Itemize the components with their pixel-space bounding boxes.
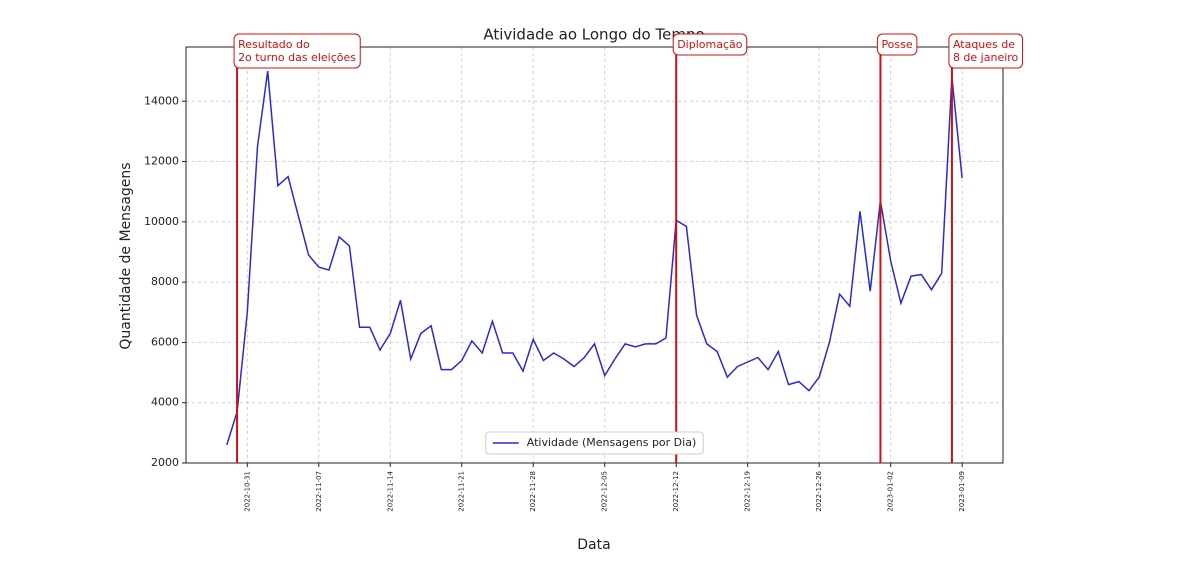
annotation-text-line: 2o turno das eleições	[238, 51, 356, 64]
annotation-text-line: Posse	[881, 38, 912, 51]
x-tick-label: 2022-12-19	[744, 471, 752, 512]
x-tick-label: 2022-12-05	[601, 471, 609, 512]
annotation-label: Diplomação	[672, 33, 748, 56]
x-tick-label: 2023-01-02	[887, 471, 895, 512]
annotation-label: Posse	[876, 33, 918, 56]
data-line	[226, 70, 963, 446]
annotation-box	[233, 33, 361, 69]
annotation-text: Posse	[881, 38, 912, 51]
annotation-text-line: Diplomação	[677, 38, 743, 51]
x-tick-label: 2022-10-31	[243, 471, 251, 512]
annotation-text: Resultado do 2o turno das eleições	[238, 38, 356, 64]
x-axis-label: Data	[577, 537, 610, 553]
x-tick-label: 2022-11-14	[386, 470, 394, 511]
y-tick-label: 12000	[144, 155, 179, 168]
annotation-text-line: Resultado do	[238, 38, 310, 51]
annotation-text-line: Ataques de	[953, 38, 1015, 51]
annotation-text: Ataques de 8 de janeiro	[953, 38, 1019, 64]
annotation-box	[672, 33, 748, 56]
annotation-label: Ataques de 8 de janeiro	[948, 33, 1024, 69]
x-tick-label: 2022-12-26	[815, 470, 823, 511]
chart-title: Atividade ao Longo do Tempo	[483, 26, 704, 44]
legend: Atividade (Mensagens por Dia)	[485, 431, 704, 455]
y-tick-label: 2000	[151, 456, 179, 469]
plot-frame	[185, 46, 1004, 464]
annotation-box	[948, 33, 1024, 69]
x-tick-label: 2022-11-28	[529, 471, 537, 512]
y-tick-label: 10000	[144, 215, 179, 228]
annotation-text-line: 8 de janeiro	[953, 51, 1019, 64]
y-tick-label: 14000	[144, 94, 179, 107]
x-tick-label: 2022-11-21	[458, 471, 466, 512]
x-tick-label: 2022-12-12	[672, 471, 680, 512]
y-tick-label: 8000	[151, 275, 179, 288]
legend-box	[485, 431, 704, 455]
y-axis-label: Quantidade de Mensagens	[118, 162, 134, 349]
x-tick-label: 2023-01-09	[958, 471, 966, 512]
legend-label: Atividade (Mensagens por Dia)	[527, 436, 696, 449]
annotation-label: Resultado do 2o turno das eleições	[233, 33, 361, 69]
x-tick-label: 2022-11-07	[315, 471, 323, 512]
annotation-text: Diplomação	[677, 38, 743, 51]
annotation-box	[876, 33, 918, 56]
y-tick-label: 6000	[151, 335, 179, 348]
y-tick-label: 4000	[151, 396, 179, 409]
